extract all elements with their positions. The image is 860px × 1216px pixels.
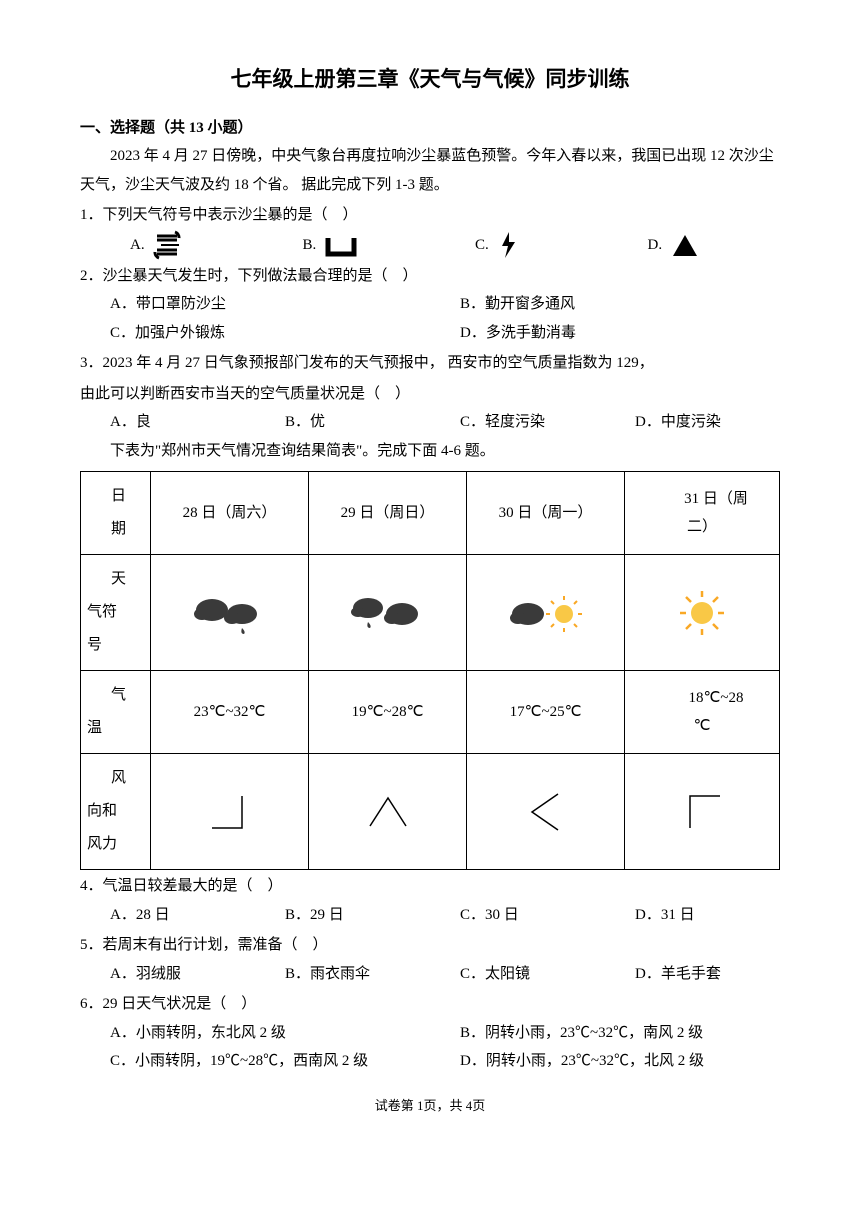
- header-temp: 气温: [81, 671, 151, 754]
- q1-opt-b[interactable]: B.: [263, 230, 436, 260]
- frost-icon: [324, 232, 358, 258]
- q3-opts: A．良 B．优 C．轻度污染 D．中度污染: [80, 408, 780, 437]
- cell-symbol-31: [625, 555, 780, 671]
- q2-opt-d[interactable]: D．多洗手勤消毒: [430, 319, 780, 348]
- cell-temp-31b: ℃: [694, 718, 711, 734]
- cell-wind-31: [625, 754, 780, 870]
- sunny-icon: [672, 588, 732, 638]
- q5-opt-c[interactable]: C．太阳镜: [430, 960, 605, 989]
- q1-opt-c-label: C.: [475, 231, 489, 260]
- row-symbol: 天气符号: [81, 555, 780, 671]
- cell-date-30: 30 日（周一）: [467, 472, 625, 555]
- cell-temp-30: 17℃~25℃: [467, 671, 625, 754]
- cell-symbol-29: [309, 555, 467, 671]
- cell-temp-29: 19℃~28℃: [309, 671, 467, 754]
- cell-date-28: 28 日（周六）: [151, 472, 309, 555]
- q1-opt-d[interactable]: D.: [608, 230, 781, 260]
- q1-opt-d-label: D.: [648, 231, 663, 260]
- q2-opt-a[interactable]: A．带口罩防沙尘: [80, 290, 430, 319]
- q3-opt-d[interactable]: D．中度污染: [605, 408, 780, 437]
- cell-date-31: 31 日（周二）: [625, 472, 780, 555]
- hail-icon: [670, 232, 700, 258]
- cell-symbol-28: [151, 555, 309, 671]
- q4-opts: A．28 日 B．29 日 C．30 日 D．31 日: [80, 901, 780, 930]
- q6-opts-row2: C．小雨转阴，19℃~28℃，西南风 2 级 D．阴转小雨，23℃~32℃，北风…: [80, 1047, 780, 1076]
- q3-stem-1: 3．2023 年 4 月 27 日气象预报部门发布的天气预报中， 西安市的空气质…: [80, 349, 780, 378]
- cell-date-31a: 31 日（周: [656, 491, 748, 507]
- header-date-text: 日期: [87, 480, 146, 546]
- row-temp: 气温 23℃~32℃ 19℃~28℃ 17℃~25℃ 18℃~28 ℃: [81, 671, 780, 754]
- q6-opt-b[interactable]: B．阴转小雨，23℃~32℃，南风 2 级: [430, 1019, 780, 1048]
- cell-wind-30: [467, 754, 625, 870]
- page-title: 七年级上册第三章《天气与气候》同步训练: [80, 60, 780, 100]
- overcast-sunny-icon: [506, 588, 586, 638]
- wind-icon-29: [358, 784, 418, 839]
- q1-opt-a[interactable]: A.: [90, 230, 263, 260]
- row-wind: 风向和风力: [81, 754, 780, 870]
- q2-opt-b[interactable]: B．勤开窗多通风: [430, 290, 780, 319]
- cell-date-29: 29 日（周日）: [309, 472, 467, 555]
- q5-opt-b[interactable]: B．雨衣雨伞: [255, 960, 430, 989]
- cell-symbol-30: [467, 555, 625, 671]
- cell-wind-28: [151, 754, 309, 870]
- q4-opt-b[interactable]: B．29 日: [255, 901, 430, 930]
- section-header: 一、选择题（共 13 小题）: [80, 114, 780, 143]
- sandstorm-icon: [153, 230, 187, 260]
- q5-opts: A．羽绒服 B．雨衣雨伞 C．太阳镜 D．羊毛手套: [80, 960, 780, 989]
- cell-wind-29: [309, 754, 467, 870]
- passage-2: 下表为"郑州市天气情况查询结果简表"。完成下面 4-6 题。: [80, 437, 780, 466]
- q1-options: A. B. C. D.: [80, 230, 780, 260]
- overcast-rain-icon: [190, 588, 270, 638]
- header-date: 日期: [81, 472, 151, 555]
- q4-stem: 4．气温日较差最大的是（ ）: [80, 872, 780, 901]
- page-footer: 试卷第 1页，共 4页: [80, 1094, 780, 1119]
- cell-temp-28: 23℃~32℃: [151, 671, 309, 754]
- cell-date-31b: 二）: [687, 519, 717, 535]
- q6-opt-c[interactable]: C．小雨转阴，19℃~28℃，西南风 2 级: [80, 1047, 430, 1076]
- cell-temp-31a: 18℃~28: [661, 690, 744, 706]
- header-wind: 风向和风力: [81, 754, 151, 870]
- rain-overcast-icon: [348, 588, 428, 638]
- row-date: 日期 28 日（周六） 29 日（周日） 30 日（周一） 31 日（周二）: [81, 472, 780, 555]
- q6-stem: 6．29 日天气状况是（ ）: [80, 990, 780, 1019]
- passage-1: 2023 年 4 月 27 日傍晚，中央气象台再度拉响沙尘暴蓝色预警。今年入春以…: [80, 142, 780, 199]
- q6-opts-row1: A．小雨转阴，东北风 2 级 B．阴转小雨，23℃~32℃，南风 2 级: [80, 1019, 780, 1048]
- wind-icon-30: [516, 784, 576, 839]
- wind-icon-28: [200, 784, 260, 839]
- q6-opt-a[interactable]: A．小雨转阴，东北风 2 级: [80, 1019, 430, 1048]
- q6-opt-d[interactable]: D．阴转小雨，23℃~32℃，北风 2 级: [430, 1047, 780, 1076]
- q1-opt-c[interactable]: C.: [435, 230, 608, 260]
- q3-opt-a[interactable]: A．良: [80, 408, 255, 437]
- q1-opt-b-label: B.: [303, 231, 317, 260]
- q1-opt-a-label: A.: [130, 231, 145, 260]
- q2-opts-row1: A．带口罩防沙尘 B．勤开窗多通风: [80, 290, 780, 319]
- q1-stem: 1．下列天气符号中表示沙尘暴的是（ ）: [80, 201, 780, 230]
- q5-stem: 5．若周末有出行计划，需准备（ ）: [80, 931, 780, 960]
- q5-opt-a[interactable]: A．羽绒服: [80, 960, 255, 989]
- q4-opt-c[interactable]: C．30 日: [430, 901, 605, 930]
- q2-opt-c[interactable]: C．加强户外锻炼: [80, 319, 430, 348]
- q3-opt-b[interactable]: B．优: [255, 408, 430, 437]
- q2-opts-row2: C．加强户外锻炼 D．多洗手勤消毒: [80, 319, 780, 348]
- q4-opt-a[interactable]: A．28 日: [80, 901, 255, 930]
- cell-temp-31: 18℃~28 ℃: [625, 671, 780, 754]
- lightning-icon: [497, 230, 519, 260]
- weather-table: 日期 28 日（周六） 29 日（周日） 30 日（周一） 31 日（周二） 天…: [80, 471, 780, 870]
- header-symbol: 天气符号: [81, 555, 151, 671]
- q2-stem: 2．沙尘暴天气发生时，下列做法最合理的是（ ）: [80, 262, 780, 291]
- q4-opt-d[interactable]: D．31 日: [605, 901, 780, 930]
- q3-opt-c[interactable]: C．轻度污染: [430, 408, 605, 437]
- q3-stem-2: 由此可以判断西安市当天的空气质量状况是（ ）: [80, 380, 780, 409]
- wind-icon-31: [672, 784, 732, 839]
- q5-opt-d[interactable]: D．羊毛手套: [605, 960, 780, 989]
